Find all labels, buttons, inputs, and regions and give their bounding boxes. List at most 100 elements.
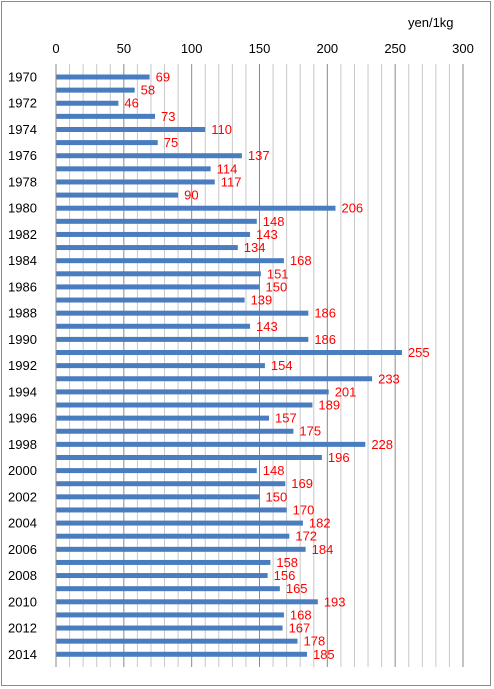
year-label-1990: 1990 — [8, 332, 37, 347]
bar-1971 — [56, 87, 135, 93]
bar-1996 — [56, 415, 269, 421]
bar-2008 — [56, 573, 268, 579]
data-label-1976: 137 — [248, 148, 270, 163]
data-label-2004: 182 — [309, 516, 331, 531]
year-labels: 1970 1972 1974 1976 1978 1980 1982 1984 1986 1988… — [8, 70, 37, 662]
data-label-1995: 189 — [318, 398, 340, 413]
data-label-1997: 175 — [299, 424, 321, 439]
bar-1980 — [56, 205, 336, 211]
year-label-1970: 1970 — [8, 70, 37, 85]
year-label-1982: 1982 — [8, 227, 37, 242]
bar-1988 — [56, 310, 309, 316]
data-label-1987: 139 — [251, 293, 273, 308]
data-label-1986: 150 — [266, 279, 288, 294]
data-label-2014: 185 — [313, 647, 335, 662]
year-label-2008: 2008 — [8, 568, 37, 583]
bar-2003 — [56, 507, 287, 513]
year-label-1984: 1984 — [8, 253, 37, 268]
bar-1993 — [56, 376, 373, 382]
year-label-2000: 2000 — [8, 463, 37, 478]
bar-1995 — [56, 402, 313, 408]
data-label-1999: 196 — [328, 450, 350, 465]
bar-1982 — [56, 231, 251, 237]
data-label-2005: 172 — [295, 529, 317, 544]
data-labels: 6958467311075137114117902061481431341681… — [124, 70, 429, 662]
bar-2011 — [56, 612, 284, 618]
bar-1985 — [56, 271, 261, 277]
data-label-1975: 75 — [164, 135, 178, 150]
data-label-2001: 169 — [291, 476, 313, 491]
data-label-1984: 168 — [290, 253, 312, 268]
bar-1984 — [56, 258, 284, 264]
year-label-1988: 1988 — [8, 306, 37, 321]
data-label-2009: 165 — [286, 581, 308, 596]
data-label-1996: 157 — [275, 411, 297, 426]
year-label-1974: 1974 — [8, 122, 37, 137]
data-label-1991: 255 — [408, 345, 430, 360]
x-tick-label-200: 200 — [316, 41, 338, 56]
data-label-2008: 156 — [274, 568, 296, 583]
year-label-1998: 1998 — [8, 437, 37, 452]
year-label-1986: 1986 — [8, 279, 37, 294]
x-tick-label-250: 250 — [384, 41, 406, 56]
bar-1990 — [56, 336, 309, 342]
bar-2001 — [56, 481, 286, 487]
x-tick-label-50: 50 — [117, 41, 131, 56]
data-label-2012: 167 — [289, 621, 311, 636]
bar-1986 — [56, 284, 260, 290]
bar-1991 — [56, 350, 402, 356]
bar-1981 — [56, 218, 257, 224]
bar-1975 — [56, 140, 158, 146]
bar-2012 — [56, 625, 283, 631]
data-label-1994: 201 — [335, 384, 357, 399]
data-label-1974: 110 — [211, 122, 232, 137]
year-label-2010: 2010 — [8, 594, 37, 609]
data-label-2003: 170 — [293, 502, 315, 517]
bar-1974 — [56, 126, 206, 132]
bar-2014 — [56, 651, 307, 657]
bar-1977 — [56, 166, 211, 172]
data-label-2010: 193 — [324, 594, 346, 609]
bar-2005 — [56, 533, 290, 539]
data-label-1992: 154 — [271, 358, 293, 373]
data-label-1970: 69 — [156, 70, 170, 85]
data-label-1979: 90 — [184, 188, 198, 203]
data-label-1978: 117 — [221, 174, 242, 189]
bar-1999 — [56, 454, 322, 460]
data-label-2002: 150 — [266, 489, 288, 504]
bar-2007 — [56, 559, 271, 565]
data-label-1993: 233 — [378, 371, 400, 386]
year-label-2004: 2004 — [8, 516, 37, 531]
bar-1997 — [56, 428, 294, 434]
bar-1976 — [56, 153, 242, 159]
data-label-1989: 143 — [256, 319, 278, 334]
bar-1987 — [56, 297, 245, 303]
data-label-1990: 186 — [314, 332, 336, 347]
data-label-1985: 151 — [267, 266, 289, 281]
data-label-1977: 114 — [217, 161, 238, 176]
bar-2002 — [56, 494, 260, 500]
bar-1992 — [56, 363, 265, 369]
bar-1972 — [56, 100, 119, 106]
data-label-1980: 206 — [341, 201, 363, 216]
unit-label: yen/1kg — [408, 15, 454, 30]
data-label-1981: 148 — [263, 214, 285, 229]
bar-2006 — [56, 546, 306, 552]
bar-1983 — [56, 245, 238, 251]
bar-2013 — [56, 638, 298, 644]
year-label-1980: 1980 — [8, 201, 37, 216]
data-label-2006: 184 — [312, 542, 334, 557]
data-label-1983: 134 — [244, 240, 266, 255]
x-tick-label-300: 300 — [452, 41, 474, 56]
data-label-2013: 178 — [303, 634, 325, 649]
x-tick-label-0: 0 — [52, 41, 59, 56]
year-label-2002: 2002 — [8, 489, 37, 504]
bar-1973 — [56, 113, 156, 119]
year-label-2012: 2012 — [8, 621, 37, 636]
bar-1998 — [56, 441, 366, 447]
data-label-1998: 228 — [371, 437, 393, 452]
bar-1989 — [56, 323, 251, 329]
data-label-2007: 158 — [276, 555, 298, 570]
year-label-1992: 1992 — [8, 358, 37, 373]
